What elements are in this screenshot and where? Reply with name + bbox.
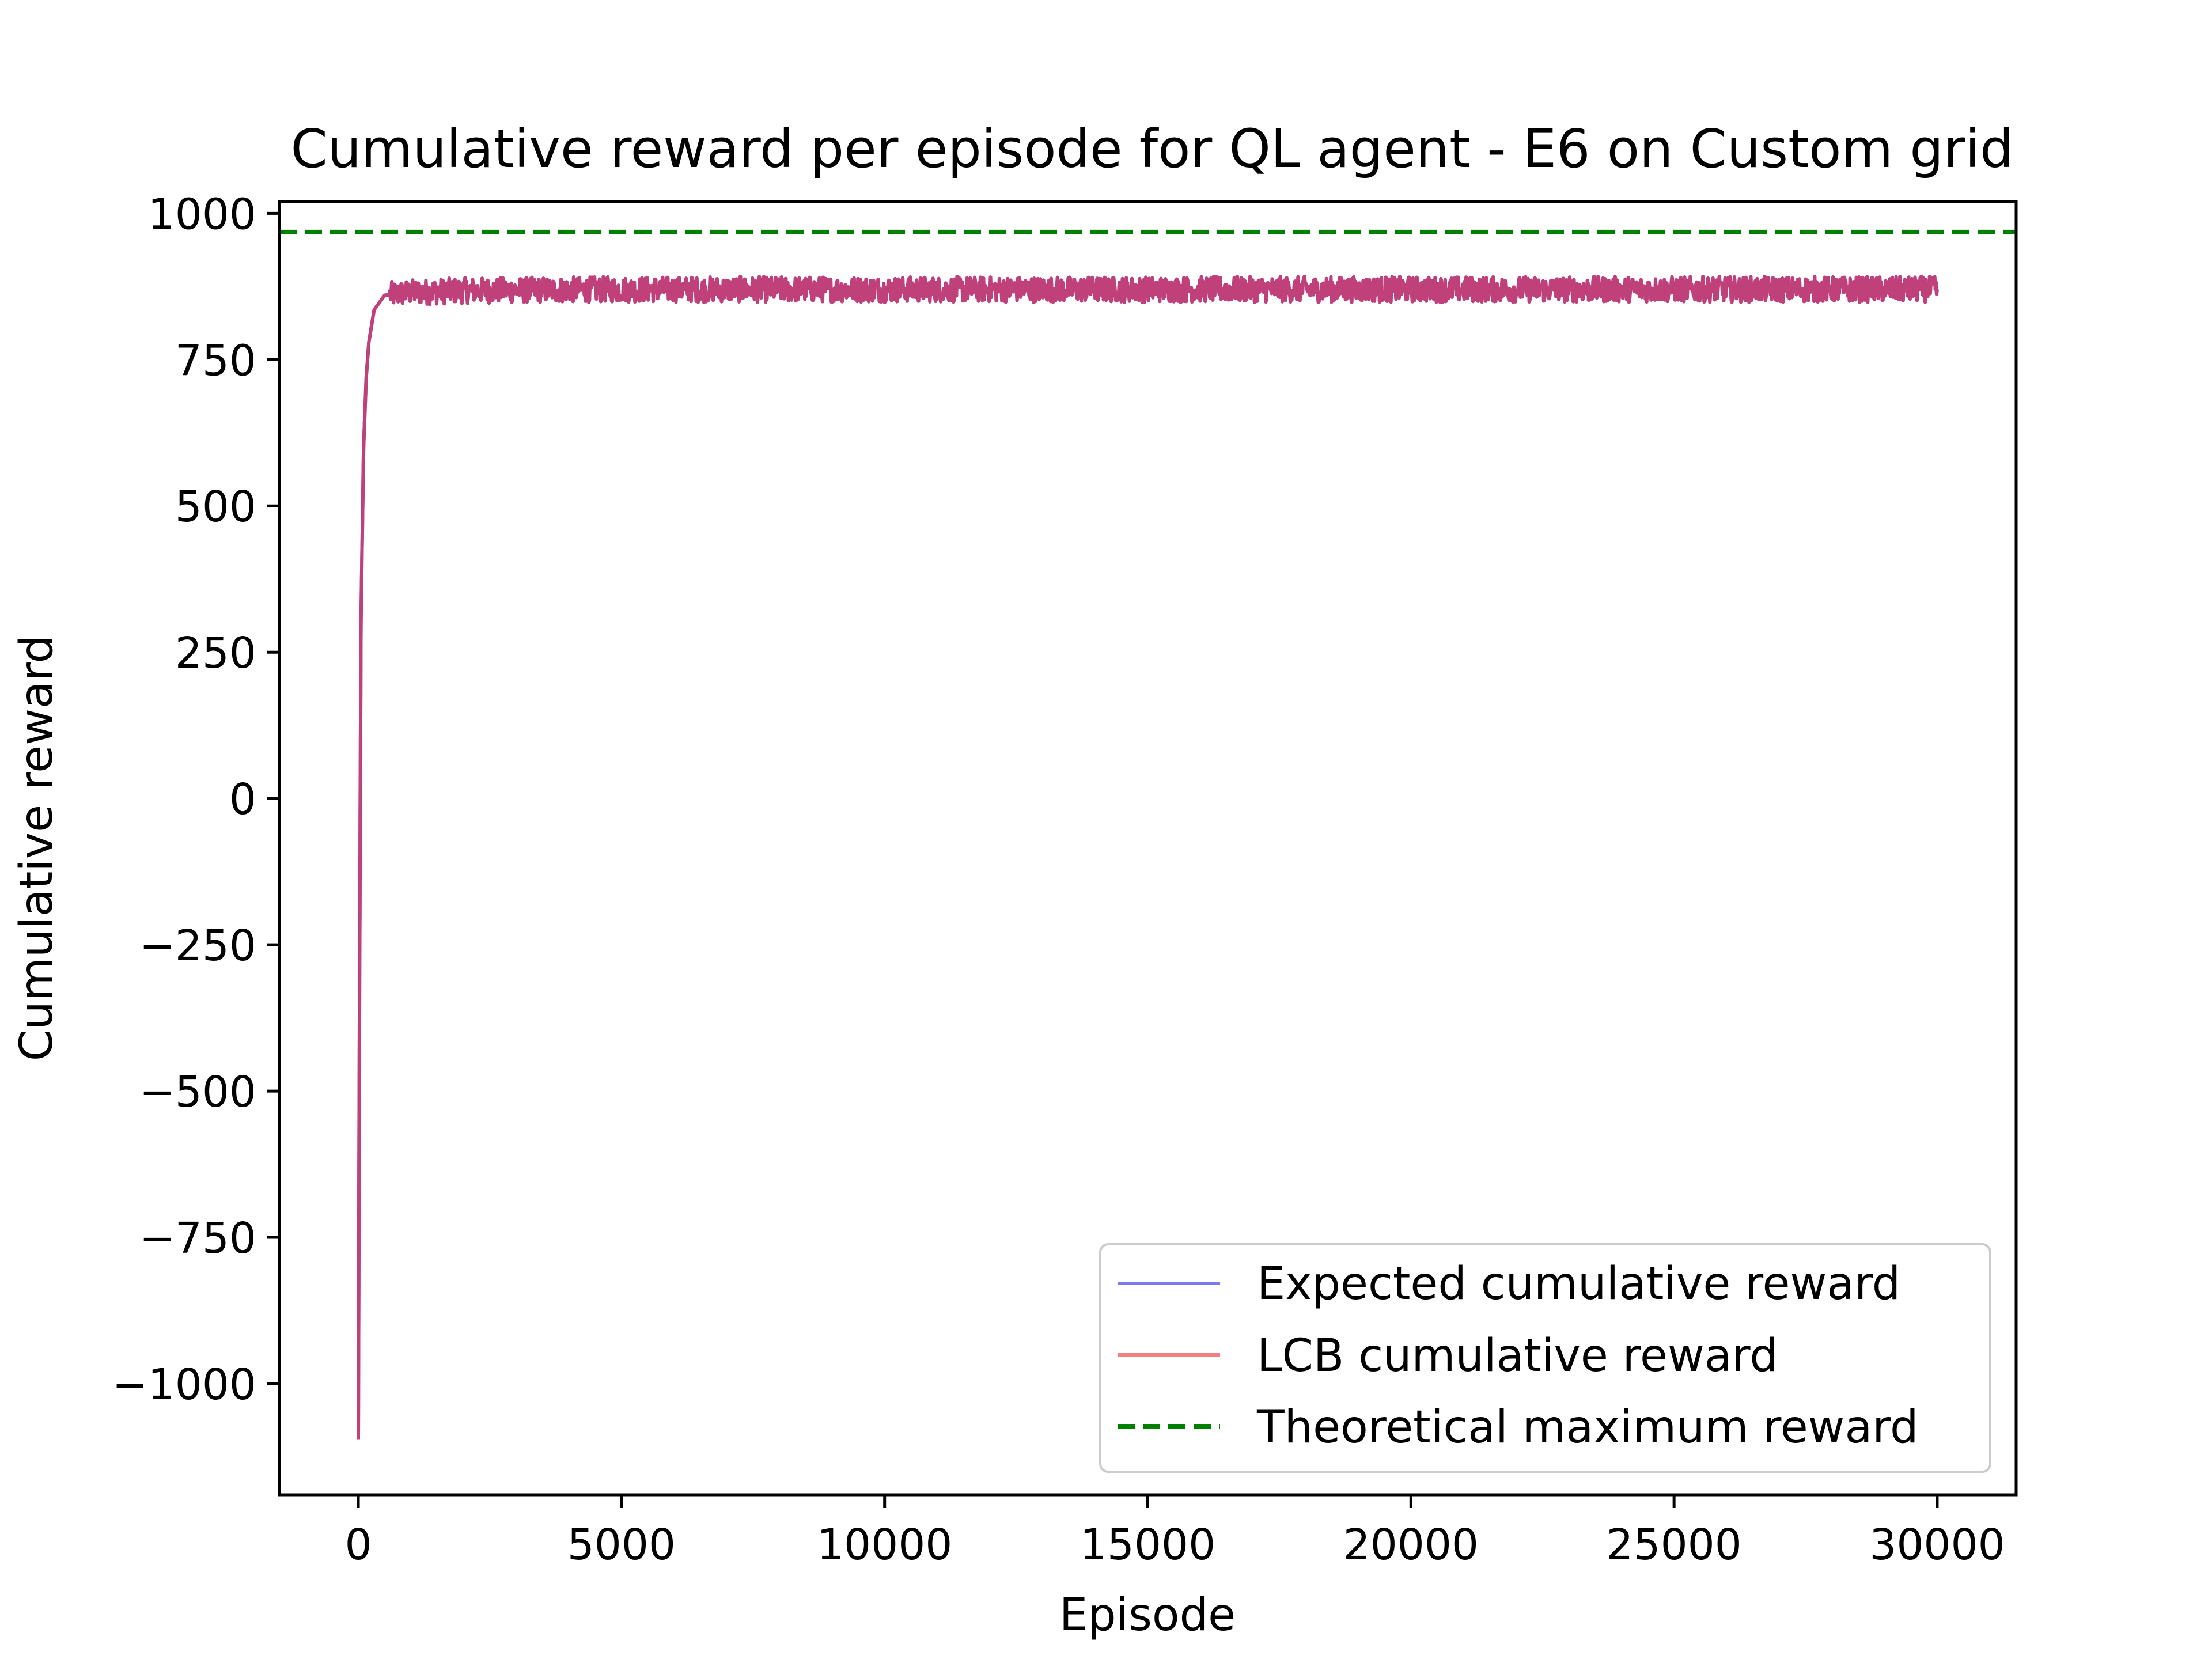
x-axis-label: Episode bbox=[1059, 1589, 1236, 1641]
y-tick-label: 250 bbox=[175, 628, 256, 678]
y-tick-label: −1000 bbox=[112, 1360, 256, 1410]
y-axis-ticks: −1000 −750 −500 −250 0 250 500 750 1000 bbox=[112, 190, 279, 1410]
chart-title: Cumulative reward per episode for QL age… bbox=[290, 118, 2013, 180]
legend: Expected cumulative reward LCB cumulativ… bbox=[1099, 1243, 1991, 1473]
x-tick-label: 5000 bbox=[567, 1520, 676, 1570]
series-layer bbox=[279, 229, 2016, 1440]
x-tick-label: 30000 bbox=[1869, 1520, 2005, 1570]
legend-label-lcb: LCB cumulative reward bbox=[1257, 1330, 1778, 1382]
plot-frame bbox=[278, 200, 2018, 1497]
y-tick-label: 1000 bbox=[148, 190, 256, 239]
y-axis-label: Cumulative reward bbox=[11, 635, 63, 1061]
x-tick-label: 25000 bbox=[1606, 1520, 1741, 1570]
legend-label-expected: Expected cumulative reward bbox=[1257, 1258, 1900, 1310]
y-tick-label: 0 bbox=[229, 775, 256, 824]
y-tick-label: 750 bbox=[175, 336, 256, 385]
legend-label-theoretical-max: Theoretical maximum reward bbox=[1256, 1402, 1918, 1453]
x-tick-label: 0 bbox=[344, 1520, 372, 1570]
x-tick-label: 10000 bbox=[817, 1520, 952, 1570]
y-tick-label: −750 bbox=[139, 1214, 256, 1263]
y-tick-label: −500 bbox=[139, 1067, 256, 1117]
x-tick-label: 20000 bbox=[1343, 1520, 1479, 1570]
series-lcb-line bbox=[357, 275, 1939, 1440]
y-tick-label: −250 bbox=[139, 921, 256, 971]
x-tick-label: 15000 bbox=[1080, 1520, 1215, 1570]
legend-box bbox=[1099, 1243, 1991, 1473]
y-tick-label: 500 bbox=[175, 482, 256, 532]
x-axis-ticks: 0 5000 10000 15000 20000 25000 30000 bbox=[344, 1495, 2005, 1570]
